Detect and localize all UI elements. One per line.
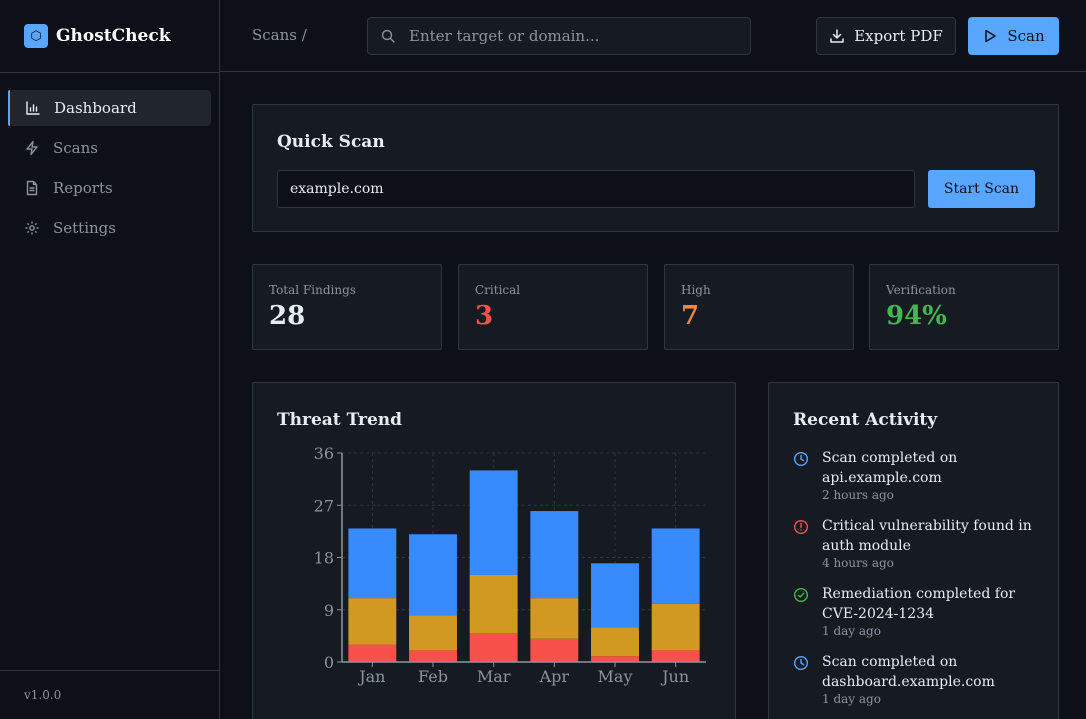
stat-value: 94%	[886, 301, 947, 331]
y-tick-label: 36	[314, 444, 334, 463]
threat-trend-card: Threat Trend 0 9 18 27 36 Jan Feb Mar Apr May Jun	[252, 382, 736, 719]
stat-card-total-findings: Total Findings 28	[252, 264, 442, 350]
x-tick-label: Mar	[477, 667, 511, 686]
y-tick-label: 18	[314, 549, 334, 568]
clock-icon	[793, 655, 809, 671]
bar-segment	[530, 511, 579, 599]
quick-scan-input[interactable]	[277, 170, 915, 208]
brand[interactable]: ⬡ GhostCheck	[0, 0, 219, 73]
sidebar-item-label: Dashboard	[54, 99, 137, 117]
sidebar-item-label: Reports	[53, 179, 113, 197]
bar-segment	[348, 528, 397, 599]
bar-segment	[469, 470, 518, 575]
stat-value: 28	[269, 301, 306, 331]
bar-segment	[348, 598, 397, 645]
x-tick-label: Jun	[660, 667, 689, 686]
bar-segment	[530, 598, 579, 639]
document-icon	[24, 180, 40, 196]
bar-segment	[409, 650, 457, 662]
x-tick-label: Feb	[418, 667, 448, 686]
threat-trend-chart: 0 9 18 27 36 Jan Feb Mar Apr May Jun	[314, 444, 706, 686]
stat-label: Verification	[886, 283, 956, 297]
activity-time: 2 hours ago	[822, 488, 894, 502]
stat-card-critical: Critical 3	[458, 264, 648, 350]
stat-label: Total Findings	[269, 283, 356, 297]
sidebar-item-label: Scans	[53, 139, 98, 157]
sidebar-item-settings[interactable]: Settings	[8, 210, 211, 246]
export-pdf-label: Export PDF	[854, 27, 943, 45]
bar-segment	[651, 603, 700, 651]
activity-text: Scan completed on api.example.com	[822, 450, 958, 486]
stat-card-verification: Verification 94%	[869, 264, 1059, 350]
breadcrumb[interactable]: Scans /	[252, 26, 307, 44]
gear-icon	[24, 220, 40, 236]
search-box[interactable]	[367, 17, 751, 55]
scan-button[interactable]: Scan	[968, 17, 1059, 55]
sidebar-item-scans[interactable]: Scans	[8, 130, 211, 166]
sidebar-item-reports[interactable]: Reports	[8, 170, 211, 206]
y-tick-label: 9	[324, 601, 334, 620]
bar-chart-icon	[25, 100, 41, 116]
x-tick-label: Apr	[539, 667, 570, 686]
stat-label: Critical	[475, 283, 521, 297]
recent-activity-title: Recent Activity	[793, 410, 938, 430]
lightning-icon	[24, 140, 40, 156]
bar-segment	[530, 638, 579, 662]
logo-icon: ⬡	[24, 24, 48, 48]
y-tick-label: 0	[324, 653, 334, 672]
activity-time: 1 day ago	[822, 624, 881, 638]
sidebar: ⬡ GhostCheck Dashboard Scans Reports Se	[0, 0, 220, 719]
brand-name: GhostCheck	[56, 26, 171, 46]
sidebar-nav: Dashboard Scans Reports Settings	[0, 73, 219, 246]
topbar: Scans / Export PDF Scan	[220, 0, 1086, 72]
bar-segment	[348, 644, 397, 662]
play-icon	[985, 29, 997, 43]
bar-segment	[651, 650, 700, 662]
bar-segment	[651, 528, 700, 604]
stat-card-high: High 7	[664, 264, 854, 350]
x-tick-label: Jan	[357, 667, 385, 686]
export-pdf-button[interactable]: Export PDF	[816, 17, 956, 55]
download-icon	[830, 29, 844, 43]
stat-value: 3	[475, 301, 494, 331]
sidebar-item-dashboard[interactable]: Dashboard	[8, 90, 211, 126]
activity-text: Remediation completed for CVE-2024-1234	[822, 586, 1016, 622]
bar-segment	[469, 574, 518, 633]
alert-icon	[793, 519, 809, 535]
bar-segment	[409, 534, 457, 616]
scan-label: Scan	[1007, 27, 1045, 45]
x-tick-label: May	[598, 667, 633, 686]
activity-text: Scan completed on dashboard.example.com	[822, 654, 995, 690]
activity-time: 1 day ago	[822, 692, 881, 706]
bar-segment	[591, 627, 639, 657]
bar-segment	[591, 656, 639, 662]
start-scan-button[interactable]: Start Scan	[928, 170, 1035, 208]
clock-icon	[793, 451, 809, 467]
version-label: v1.0.0	[0, 670, 219, 719]
stat-value: 7	[681, 301, 700, 331]
search-input[interactable]	[409, 27, 739, 45]
bar-segment	[591, 563, 639, 628]
activity-time: 4 hours ago	[822, 556, 894, 570]
bar-segment	[409, 615, 457, 651]
bar-segment	[469, 632, 518, 662]
sidebar-item-label: Settings	[53, 219, 116, 237]
threat-trend-title: Threat Trend	[277, 410, 403, 430]
activity-text: Critical vulnerability found in auth mod…	[822, 518, 1032, 554]
search-icon	[381, 29, 395, 43]
quick-scan-title: Quick Scan	[277, 132, 385, 152]
stat-label: High	[681, 283, 711, 297]
y-tick-label: 27	[314, 496, 334, 515]
check-circle-icon	[793, 587, 809, 603]
quick-scan-card: Quick Scan Start Scan	[252, 104, 1059, 232]
recent-activity-card: Recent Activity Scan completed on api.ex…	[768, 382, 1059, 719]
